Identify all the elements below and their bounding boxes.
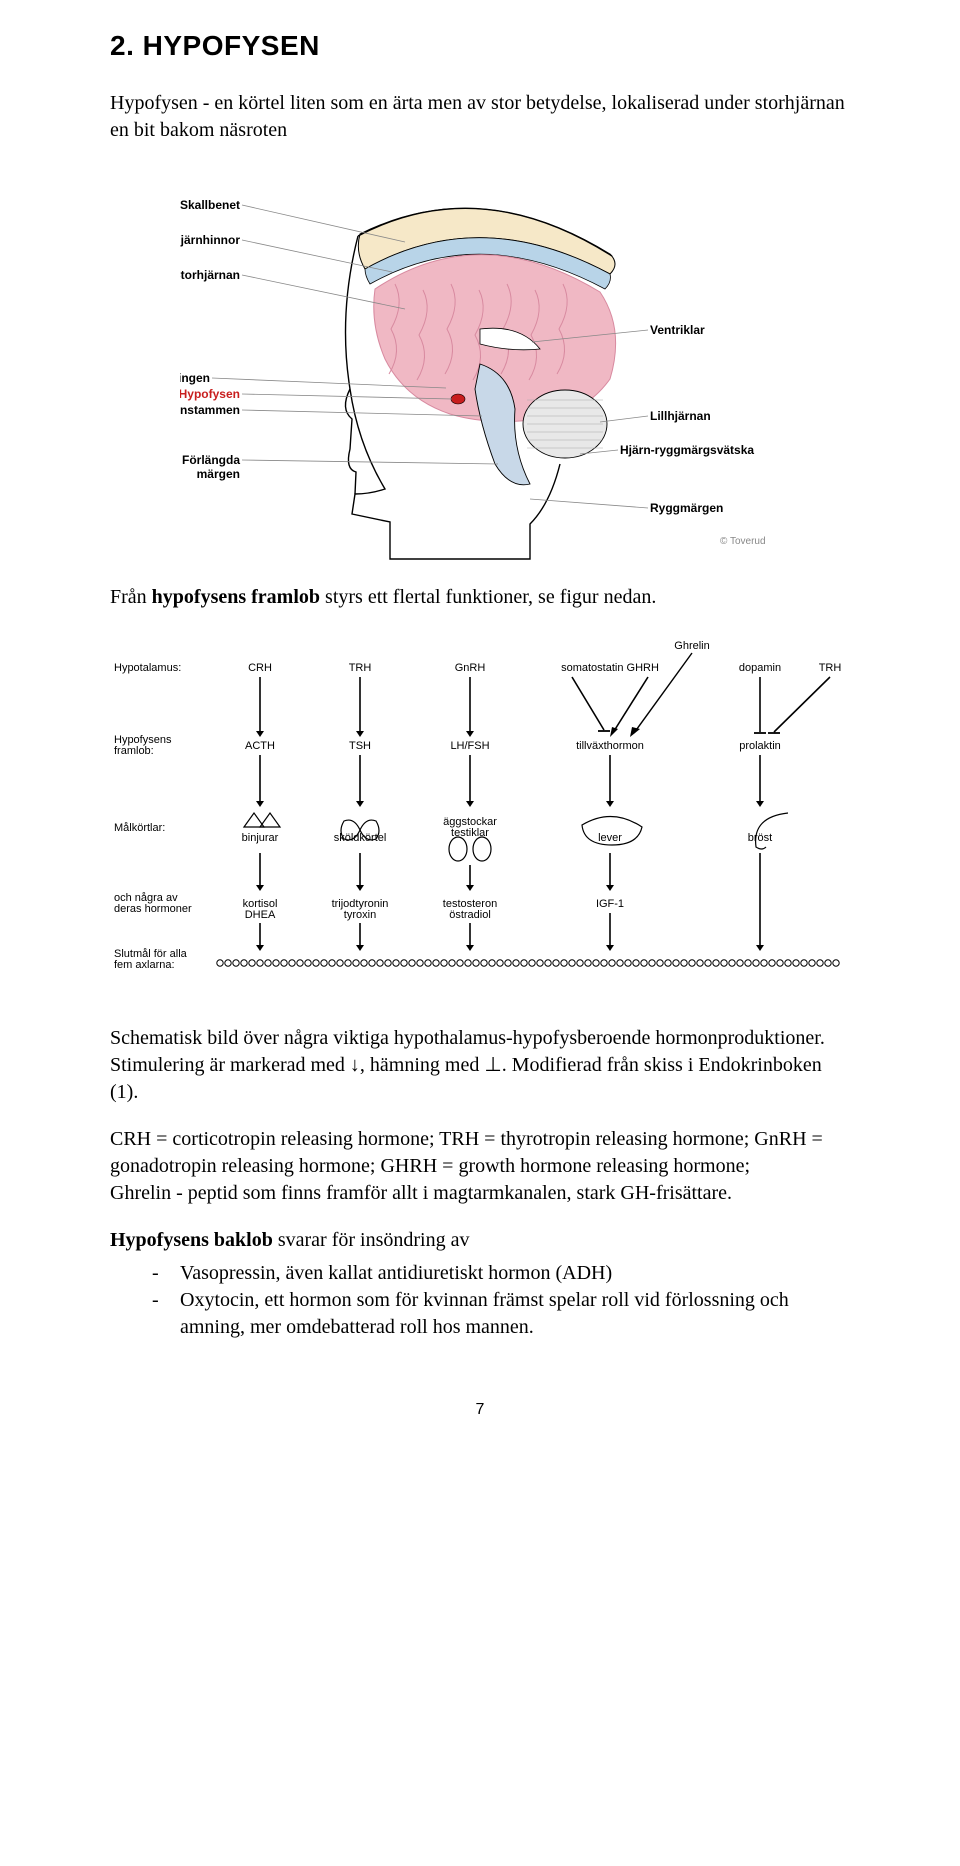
svg-text:ACTH: ACTH bbox=[245, 740, 275, 752]
svg-text:© Toverud: © Toverud bbox=[720, 536, 766, 547]
svg-text:östradiol: östradiol bbox=[449, 909, 491, 921]
svg-text:Skallbenet: Skallbenet bbox=[180, 198, 240, 212]
svg-text:tyroxin: tyroxin bbox=[344, 909, 376, 921]
svg-text:Ryggmärgen: Ryggmärgen bbox=[650, 501, 723, 515]
svg-text:framlob:: framlob: bbox=[114, 745, 154, 757]
svg-text:märgen: märgen bbox=[197, 467, 240, 481]
svg-text:Hjärnstammen: Hjärnstammen bbox=[180, 403, 240, 417]
svg-text:fem axlarna:: fem axlarna: bbox=[114, 959, 175, 971]
svg-text:TRH: TRH bbox=[349, 662, 372, 674]
list-text: Oxytocin, ett hormon som för kvinnan frä… bbox=[180, 1287, 850, 1341]
svg-text:bröst: bröst bbox=[748, 832, 772, 844]
svg-text:Förlängda: Förlängda bbox=[182, 453, 240, 467]
svg-text:Ghrelin: Ghrelin bbox=[674, 640, 709, 652]
svg-text:TRH: TRH bbox=[819, 662, 842, 674]
svg-text:Lillhjärnan: Lillhjärnan bbox=[650, 409, 711, 423]
svg-text:deras hormoner: deras hormoner bbox=[114, 903, 192, 915]
svg-text:somatostatin GHRH: somatostatin GHRH bbox=[561, 662, 659, 674]
intro-paragraph: Hypofysen - en körtel liten som en ärta … bbox=[110, 90, 850, 144]
framlob-post: styrs ett flertal funktioner, se figur n… bbox=[320, 586, 656, 608]
hormone-axis-figure: Hypotalamus:Hypofysensframlob:Målkörtlar… bbox=[110, 631, 850, 991]
svg-text:Hypotalamus:: Hypotalamus: bbox=[114, 662, 181, 674]
baklob-list: -Vasopressin, även kallat antidiuretiskt… bbox=[110, 1260, 850, 1341]
svg-text:Ventriklar: Ventriklar bbox=[650, 323, 705, 337]
svg-text:Målkörtlar:: Målkörtlar: bbox=[114, 822, 165, 834]
svg-text:lever: lever bbox=[598, 832, 622, 844]
svg-text:Hypofysen: Hypofysen bbox=[180, 387, 240, 401]
svg-text:IGF-1: IGF-1 bbox=[596, 898, 624, 910]
svg-text:binjurar: binjurar bbox=[242, 832, 279, 844]
framlob-pre: Från bbox=[110, 586, 152, 608]
abbreviations-paragraph: CRH = corticotropin releasing hormone; T… bbox=[110, 1126, 850, 1207]
svg-text:TSH: TSH bbox=[349, 740, 371, 752]
framlob-paragraph: Från hypofysens framlob styrs ett flerta… bbox=[110, 584, 850, 611]
svg-text:GnRH: GnRH bbox=[455, 662, 486, 674]
list-dash: - bbox=[152, 1287, 180, 1341]
list-dash: - bbox=[152, 1260, 180, 1287]
svg-text:Hjärn-ryggmärgsvätska: Hjärn-ryggmärgsvätska bbox=[620, 443, 754, 457]
brain-anatomy-figure: Skallbenet Hjärnhinnor Storhjärnan Synnervs… bbox=[110, 164, 850, 564]
svg-text:Synnervskorsningen: Synnervskorsningen bbox=[180, 371, 210, 385]
svg-text:dopamin: dopamin bbox=[739, 662, 781, 674]
svg-text:sköldkörtel: sköldkörtel bbox=[334, 832, 387, 844]
svg-text:testiklar: testiklar bbox=[451, 827, 489, 839]
svg-text:CRH: CRH bbox=[248, 662, 272, 674]
section-heading: 2. HYPOFYSEN bbox=[110, 30, 850, 62]
brain-svg: Skallbenet Hjärnhinnor Storhjärnan Synnervs… bbox=[180, 164, 780, 564]
list-item: -Vasopressin, även kallat antidiuretiskt… bbox=[110, 1260, 850, 1287]
baklob-paragraph: Hypofysens baklob svarar för insöndring … bbox=[110, 1227, 850, 1341]
svg-text:prolaktin: prolaktin bbox=[739, 740, 781, 752]
svg-text:LH/FSH: LH/FSH bbox=[450, 740, 489, 752]
framlob-bold: hypofysens framlob bbox=[152, 586, 320, 608]
baklob-bold: Hypofysens baklob bbox=[110, 1229, 273, 1251]
svg-text:DHEA: DHEA bbox=[245, 909, 276, 921]
svg-text:tillväxthormon: tillväxthormon bbox=[576, 740, 644, 752]
baklob-post: svarar för insöndring av bbox=[273, 1229, 470, 1251]
hormone-svg: Hypotalamus:Hypofysensframlob:Målkörtlar… bbox=[110, 631, 850, 991]
page-number: 7 bbox=[110, 1401, 850, 1419]
list-item: -Oxytocin, ett hormon som för kvinnan fr… bbox=[110, 1287, 850, 1341]
list-text: Vasopressin, även kallat antidiuretiskt … bbox=[180, 1260, 612, 1287]
svg-text:Storhjärnan: Storhjärnan bbox=[180, 268, 240, 282]
svg-text:Hjärnhinnor: Hjärnhinnor bbox=[180, 233, 240, 247]
schematic-caption: Schematisk bild över några viktiga hypot… bbox=[110, 1025, 850, 1106]
